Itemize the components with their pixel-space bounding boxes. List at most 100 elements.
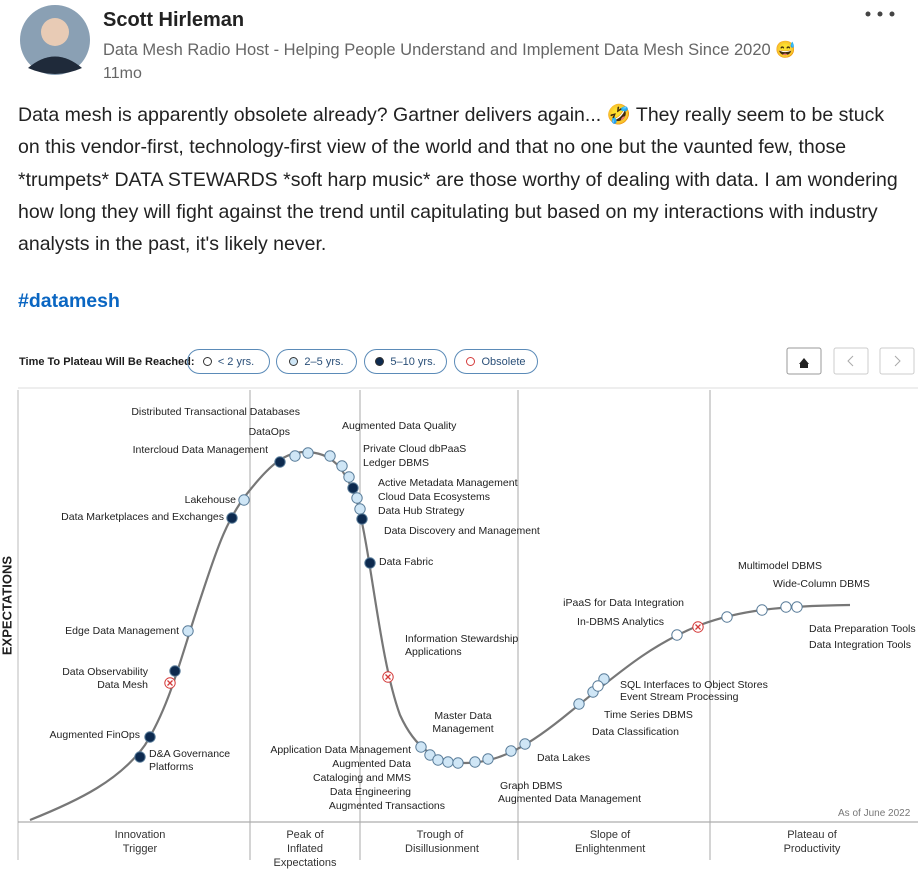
node-label: Distributed Transactional Databases [131,406,300,418]
node-label: Private Cloud dbPaaS [363,443,467,455]
node-marker [324,450,336,462]
node-label: Augmented Data Quality [342,420,457,432]
hashtag[interactable]: #datamesh [18,290,120,312]
node-label: Data Integration Tools [809,639,911,651]
node-marker [592,680,604,692]
node-label: Intercloud Data Management [132,444,268,456]
node-label: Data Lakes [537,752,591,764]
node-label: In-DBMS Analytics [577,616,664,628]
node-label: DataOps [248,426,290,438]
node-label: Cataloging and MMS [312,772,411,784]
node-marker [671,629,683,641]
node-marker [226,512,238,524]
next-icon [894,355,901,367]
node-marker [274,456,286,468]
legend-item[interactable]: < 2 yrs. [187,349,270,374]
node-marker [432,754,444,766]
note: As of June 2022 [838,808,911,819]
node-marker [347,482,359,494]
node-marker [351,492,363,504]
node-marker [442,756,454,768]
node-marker [343,471,355,483]
node-label: Augmented Data Management [498,793,642,805]
y-axis-label: EXPECTATIONS [0,555,15,656]
node-label: D&A Governance Platforms [149,748,231,773]
node-label: Data Preparation Tools [809,623,916,635]
node-marker [144,731,156,743]
home-icon [799,358,809,368]
node-label: Data Fabric [379,556,434,568]
legend-marker [466,357,476,366]
legend-item[interactable]: Obsolete [454,349,538,374]
node-label: Data Classification [592,726,679,738]
legend-marker [289,357,299,366]
phase-dividers [249,390,711,860]
node-label: Ledger DBMS [363,457,429,469]
phase-label: Trough of Disillusionment [405,829,479,855]
node-label: SQL Interfaces to Object Stores [620,679,768,691]
node-label: Master Data Management [432,710,494,735]
node-marker [169,665,181,677]
node-label: Cloud Data Ecosystems [378,491,491,503]
node-marker [289,450,301,462]
node-label: Wide-Column DBMS [773,578,870,590]
phase-label: Peak of Inflated Expectations [273,829,337,869]
node-marker [469,756,481,768]
node-label: Augmented Data [332,758,411,770]
node-marker [780,601,792,613]
node-marker [354,503,366,515]
node-label: Active Metadata Management [378,477,518,489]
node-marker [791,601,803,613]
hype-curve [29,450,851,822]
legend-item[interactable]: 2–5 yrs. [276,349,357,374]
node-label: Time Series DBMS [604,709,693,721]
node-marker [756,604,768,616]
legend-label: < 2 yrs. [217,355,255,368]
menu[interactable] [865,11,895,17]
node-label: Data Discovery and Management [384,525,540,537]
phase-label: Slope of Enlightenment [575,829,646,855]
next-button[interactable] [879,347,915,375]
node-label: Data Marketplaces and Exchanges [61,511,224,523]
legend-marker [375,357,385,366]
node-label: Lakehouse [184,494,236,506]
avatar-face [41,18,69,46]
node-marker [336,460,348,472]
node-marker [356,513,368,525]
legend-label: Obsolete [481,355,526,368]
prev-button[interactable] [833,347,869,375]
node-label: Information Stewardship Applications [405,633,519,658]
node-marker [238,494,250,506]
node-marker [482,753,494,765]
node-label: Application Data Management [270,744,411,756]
node-label: Graph DBMS [500,780,563,792]
node-marker [134,751,146,763]
legend-marker [202,357,212,366]
node-label: Augmented FinOps [49,729,140,741]
phase-label: Plateau of Productivity [783,829,841,855]
node-label: Data Observability [62,666,148,678]
node-label: iPaaS for Data Integration [563,597,684,609]
node-marker [415,741,427,753]
phase-label: Innovation Trigger [114,829,166,855]
node-marker [364,557,376,569]
node-label: Event Stream Processing [620,691,739,703]
node-label: Multimodel DBMS [738,560,823,572]
legend-item[interactable]: 5–10 yrs. [364,349,447,374]
legend-title: Time To Plateau Will Be Reached: [19,356,195,368]
node-label: Edge Data Management [65,625,179,637]
avatar-suit [28,56,82,74]
node-marker [182,625,194,637]
author-name[interactable]: Scott Hirleman [103,9,245,31]
node-label: Data Engineering [329,786,411,798]
obsolete-cross [385,674,391,680]
obsolete-cross [695,624,701,630]
node-marker [302,447,314,459]
node-marker [721,611,733,623]
obsolete-cross [167,680,173,686]
prev-icon [847,355,854,367]
node-marker [505,745,517,757]
legend-label: 5–10 yrs. [390,355,436,368]
